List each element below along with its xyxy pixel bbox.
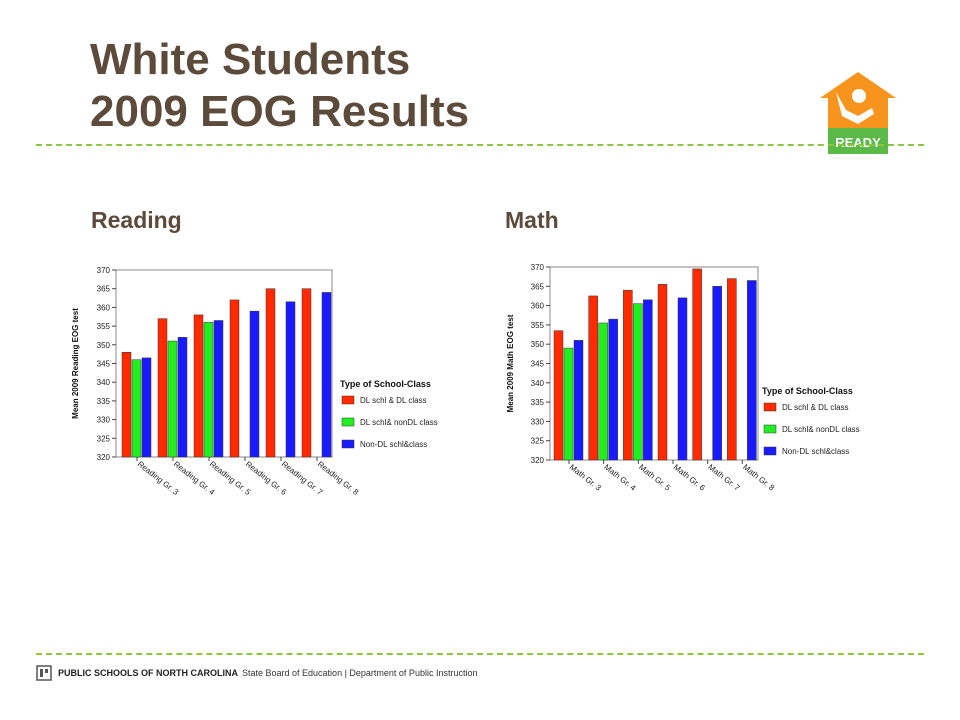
bar <box>121 352 132 458</box>
footer-org: PUBLIC SCHOOLS OF NORTH CAROLINA <box>58 668 238 678</box>
x-tick-label: Math Gr. 7 <box>706 462 741 492</box>
bar <box>598 322 608 461</box>
legend-title: Type of School-Class <box>340 379 431 389</box>
bar <box>747 280 757 461</box>
title-line-1: White Students <box>90 35 411 84</box>
math-chart: 320 325 330 335 340 345 350 355 360 365 370 Mean 20… <box>506 263 860 493</box>
math-label: Math <box>505 207 559 233</box>
bar <box>588 295 598 461</box>
x-tick-label: Math Gr. 5 <box>637 462 672 492</box>
bar <box>229 299 240 458</box>
bar <box>213 320 224 458</box>
legend-swatch <box>341 439 355 449</box>
bar <box>563 347 574 461</box>
y-tick-label: 370 <box>531 263 545 272</box>
bar <box>265 288 276 458</box>
bar <box>623 289 633 461</box>
legend-label: DL schl& nonDL class <box>782 425 860 434</box>
legend-swatch <box>763 446 777 456</box>
y-tick-label: 325 <box>531 437 545 446</box>
bar <box>573 340 584 461</box>
y-axis-label: Mean 2009 Math EOG test <box>506 314 515 412</box>
logo-figure <box>836 92 874 124</box>
bar <box>193 314 204 458</box>
bar <box>131 359 142 458</box>
y-tick-label: 365 <box>531 282 545 291</box>
legend-title: Type of School-Class <box>762 386 853 396</box>
y-tick-label: 330 <box>97 416 111 425</box>
legend-swatch <box>341 417 355 427</box>
footer: PUBLIC SCHOOLS OF NORTH CAROLINA State B… <box>36 664 477 682</box>
y-tick-label: 360 <box>531 302 545 311</box>
y-tick-label: 340 <box>531 379 545 388</box>
y-tick-label: 360 <box>97 303 111 312</box>
y-tick-label: 345 <box>531 360 545 369</box>
y-tick-label: 350 <box>531 340 545 349</box>
bar <box>608 318 618 461</box>
y-tick-label: 355 <box>97 322 111 331</box>
bar <box>727 278 737 461</box>
logo-badge <box>828 128 888 154</box>
bar <box>167 340 178 458</box>
x-tick-label: Math Gr. 4 <box>602 462 637 492</box>
footer-dept: State Board of Education | Department of… <box>242 668 478 678</box>
bar <box>141 357 152 458</box>
legend-label: Non-DL schl&class <box>782 447 849 456</box>
bar <box>677 297 688 461</box>
y-tick-label: 355 <box>531 321 545 330</box>
y-tick-label: 335 <box>531 398 545 407</box>
bar <box>249 310 260 458</box>
x-tick-label: Math Gr. 6 <box>672 462 707 492</box>
bar <box>285 301 296 458</box>
slide-title: White Students 2009 EOG Results <box>90 34 469 138</box>
bar <box>553 330 564 461</box>
x-tick-label: Math Gr. 3 <box>568 462 603 492</box>
bar <box>177 337 188 458</box>
y-tick-label: 350 <box>97 341 111 350</box>
y-tick-label: 325 <box>97 434 111 443</box>
legend-swatch <box>763 424 777 434</box>
bar <box>712 286 722 461</box>
legend-label: DL schl & DL class <box>360 396 427 405</box>
y-tick-label: 370 <box>97 266 111 275</box>
legend-label: DL schl& nonDL class <box>360 418 438 427</box>
bar <box>657 284 668 461</box>
reading-label: Reading <box>91 207 182 233</box>
plot-frame <box>115 269 333 458</box>
legend-swatch <box>341 395 355 405</box>
bar <box>692 268 702 461</box>
y-tick-label: 330 <box>531 417 545 426</box>
bar <box>157 318 168 458</box>
reading-chart: 320 325 330 335 340 345 350 355 360 365 370 Mean 20… <box>71 266 438 497</box>
bar <box>301 288 312 458</box>
bottom-divider <box>36 653 924 655</box>
y-tick-label: 335 <box>97 397 111 406</box>
title-line-2: 2009 EOG Results <box>90 87 470 136</box>
y-tick-label: 320 <box>97 453 111 462</box>
y-tick-label: 340 <box>97 378 111 387</box>
legend-label: DL schl & DL class <box>782 403 849 412</box>
y-axis-label: Mean 2009 Reading EOG test <box>71 308 80 419</box>
logo-head <box>852 89 866 103</box>
legend-swatch <box>763 402 777 412</box>
bar <box>633 303 643 461</box>
x-tick-label: Math Gr. 8 <box>741 462 776 492</box>
nc-seal-icon <box>36 665 52 681</box>
y-tick-label: 345 <box>97 360 111 369</box>
bar <box>203 322 214 458</box>
ready-logo: READY <box>820 72 896 154</box>
plot-frame <box>549 266 759 461</box>
bar <box>643 299 653 461</box>
logo-text: READY <box>835 135 881 150</box>
y-tick-label: 365 <box>97 285 111 294</box>
top-divider <box>36 144 924 146</box>
legend-label: Non-DL schl&class <box>360 440 427 449</box>
y-tick-label: 320 <box>531 456 545 465</box>
bar <box>321 292 332 458</box>
